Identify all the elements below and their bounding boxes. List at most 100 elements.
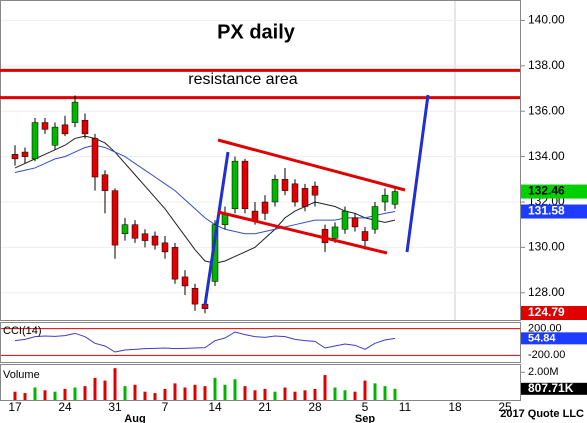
channel-line — [217, 138, 406, 192]
price-marker — [521, 204, 587, 219]
panel-title: CCI(14) — [3, 325, 42, 337]
price-marker — [521, 306, 587, 320]
price-marker — [521, 184, 587, 199]
candle-body — [101, 174, 109, 191]
volume-bar — [203, 386, 207, 400]
price-marker-label: 124.79 — [528, 305, 565, 319]
candle-body — [281, 179, 289, 191]
price-marker-label: 132.46 — [528, 184, 565, 198]
candle-body — [161, 242, 169, 253]
trend-line — [405, 94, 430, 253]
volume-bar — [373, 383, 377, 400]
moving-average — [14, 144, 396, 235]
volume-bar — [233, 379, 237, 400]
volume-bar — [303, 390, 307, 400]
volume-bar — [253, 390, 257, 400]
candle-body — [331, 226, 339, 239]
candle-body — [11, 154, 19, 160]
volume-bar — [123, 386, 127, 400]
volume-bar — [43, 390, 47, 400]
candle-body — [91, 138, 99, 178]
volume-bar — [63, 388, 67, 400]
volume-bar — [183, 387, 187, 400]
y-tick-label: 130.00 — [528, 240, 565, 254]
moving-average — [14, 135, 396, 264]
candle-body — [361, 231, 369, 241]
candle-body — [191, 287, 199, 305]
volume-bar — [53, 391, 57, 400]
volume-bar — [283, 387, 287, 400]
candle-body — [371, 206, 379, 230]
volume-bar — [343, 390, 347, 400]
panel-title: Volume — [3, 369, 40, 381]
cci-line — [14, 331, 396, 353]
y-tick-label: 128.00 — [528, 285, 565, 299]
volume-last: 807.71K — [528, 381, 574, 395]
credit: 2017 Quote LLC — [500, 408, 584, 420]
y-tick-label: -200.00 — [528, 349, 565, 361]
volume-bar — [163, 388, 167, 400]
volume-bar — [73, 387, 77, 400]
volume-bar — [193, 384, 197, 400]
volume-bar — [23, 393, 27, 400]
x-tick-label: 28 — [308, 400, 322, 414]
volume-bar — [323, 375, 327, 400]
volume-panel — [0, 364, 521, 401]
y-tick-label: 200.00 — [528, 323, 562, 335]
x-tick-label: 24 — [58, 400, 72, 414]
price-marker-label: 131.58 — [528, 204, 565, 218]
annotation: resistance area — [188, 71, 297, 88]
candle-body — [141, 233, 149, 241]
candle-body — [251, 210, 259, 221]
volume-bar — [353, 391, 357, 400]
y-tick-label: 134.00 — [528, 149, 565, 163]
volume-bar — [273, 391, 277, 400]
candle-body — [131, 224, 139, 239]
candle-body — [181, 276, 189, 287]
candle-body — [311, 185, 319, 196]
candle-body — [81, 120, 89, 135]
x-tick-label: 11 — [399, 400, 412, 414]
y-tick-label: 140.00 — [528, 13, 565, 27]
volume-bar — [293, 391, 297, 400]
month-label: Aug — [124, 413, 145, 423]
volume-bar — [113, 368, 117, 400]
x-tick-label: 21 — [258, 400, 272, 414]
volume-bar — [173, 383, 177, 400]
volume-bar — [13, 391, 17, 400]
volume-bar — [143, 391, 147, 400]
candle-body — [171, 247, 179, 280]
candle-body — [111, 190, 119, 246]
volume-bar — [223, 384, 227, 400]
volume-bar — [313, 388, 317, 400]
x-tick-label: 17 — [8, 400, 22, 414]
candle-body — [231, 160, 239, 210]
cci-last: 54.84 — [528, 332, 556, 344]
channel-line — [217, 210, 388, 255]
volume-bar — [213, 377, 217, 400]
candle-body — [301, 188, 309, 207]
volume-bar — [93, 377, 97, 400]
candle-body — [341, 210, 349, 230]
volume-bar — [243, 386, 247, 400]
volume-bar — [333, 387, 337, 400]
price-panel — [0, 0, 521, 321]
x-tick-label: 14 — [208, 400, 222, 414]
y-tick-label: 136.00 — [528, 103, 565, 117]
x-tick-label: 31 — [108, 400, 122, 414]
volume-bar — [383, 386, 387, 400]
candle-body — [41, 122, 49, 130]
candle-body — [121, 224, 129, 235]
candle-body — [291, 183, 299, 203]
candle-body — [381, 194, 389, 203]
x-tick-label: 5 — [362, 400, 369, 414]
volume-bar — [33, 387, 37, 400]
value-box — [521, 332, 587, 345]
x-tick-label: 7 — [162, 400, 169, 414]
candle-body — [151, 235, 159, 246]
candle-body — [71, 101, 79, 123]
y-tick-label: 138.00 — [528, 58, 565, 72]
candle-body — [31, 122, 39, 160]
chart-title: PX daily — [217, 21, 296, 43]
